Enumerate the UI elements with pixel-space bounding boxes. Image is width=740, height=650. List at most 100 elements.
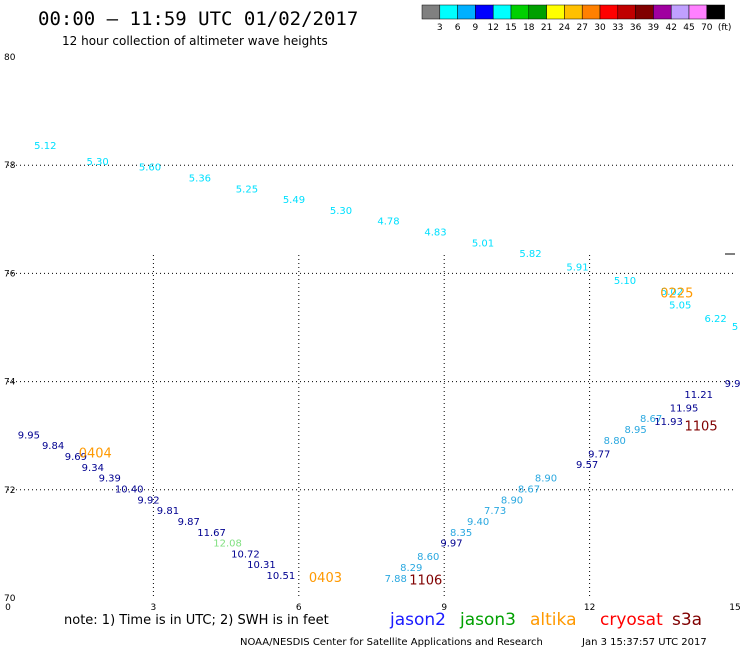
satellite-legend-entry: jason2 — [389, 610, 446, 630]
data-point-label: 12.08 — [213, 539, 242, 550]
data-point-label: 10.72 — [231, 549, 260, 560]
data-point-label: 9.81 — [157, 506, 179, 517]
data-point-label: 5 — [732, 322, 738, 333]
color-scale-label: 15 — [505, 23, 516, 33]
pass-time-label: 0225 — [660, 287, 693, 302]
data-point-label: 11.21 — [684, 390, 713, 401]
data-point-label: 6.22 — [704, 314, 726, 325]
color-swatch — [439, 4, 458, 20]
x-tick-label: 15 — [729, 603, 740, 613]
y-tick-label: 76 — [4, 269, 16, 279]
color-scale-label: 45 — [683, 23, 694, 33]
color-scale-label: 39 — [648, 23, 660, 33]
color-swatch — [492, 4, 512, 20]
data-point-label: 8.90 — [535, 474, 557, 485]
data-point-label: 9.97 — [440, 539, 462, 550]
color-swatch — [564, 4, 583, 20]
satellite-legend: jason2 jason3 altika cryosat s3a — [389, 610, 702, 630]
data-point-label: 9.34 — [82, 463, 104, 474]
data-point-label: 8.90 — [501, 495, 523, 506]
credit-text: NOAA/NESDIS Center for Satellite Applica… — [240, 637, 543, 648]
color-scale-label: 6 — [455, 23, 461, 33]
chart-footer: note: 1) Time is in UTC; 2) SWH is in fe… — [64, 610, 707, 648]
data-point-label: 9.40 — [467, 517, 489, 528]
data-point-label: 5.82 — [519, 249, 541, 260]
color-scale-label: 70 — [701, 23, 713, 33]
data-point-label: 8.95 — [625, 425, 647, 436]
color-swatch — [457, 4, 476, 20]
data-point-label: 10.51 — [267, 571, 296, 582]
color-scale-label: 36 — [630, 23, 642, 33]
color-scale-label: 24 — [559, 23, 571, 33]
data-point-label: 9.92 — [137, 495, 159, 506]
data-point-label: 8.67 — [640, 414, 662, 425]
data-point-label: 9.84 — [42, 441, 64, 452]
data-point-label: 8.80 — [604, 436, 626, 447]
data-point-label: 4.78 — [377, 217, 399, 228]
color-scale-label: (ft) — [718, 23, 732, 33]
color-scale-label: 21 — [541, 23, 552, 33]
x-tick-label: 6 — [296, 603, 302, 613]
y-tick-label: 78 — [4, 161, 16, 171]
satellite-legend-entry: s3a — [672, 610, 702, 630]
color-scale-label: 30 — [594, 23, 606, 33]
color-scale-label: 33 — [612, 23, 623, 33]
data-point-label: 11.93 — [654, 417, 683, 428]
pass-time-label: 0404 — [79, 446, 112, 461]
data-point-label: 5.36 — [189, 173, 211, 184]
color-scale-label: 18 — [523, 23, 535, 33]
data-point-label: 5.05 — [669, 301, 691, 312]
color-scale-label: 3 — [437, 23, 443, 33]
satellite-legend-entry: jason3 — [459, 610, 516, 630]
data-point-label: 5.25 — [236, 184, 258, 195]
data-point-label: 10.31 — [247, 560, 276, 571]
color-scale-label: 9 — [473, 23, 479, 33]
y-tick-label: 72 — [4, 486, 15, 496]
color-swatch — [670, 4, 690, 20]
data-point-label: 5.30 — [330, 206, 352, 217]
data-point-label: 5.49 — [283, 195, 305, 206]
data-point-label: 5.91 — [566, 263, 588, 274]
x-tick-label: 3 — [151, 603, 157, 613]
color-swatch — [688, 4, 708, 20]
data-point-label: 7.88 — [385, 574, 407, 585]
data-point-label: 5.02 — [661, 287, 683, 298]
data-point-label: 9.77 — [588, 449, 610, 460]
data-point-label: 8.67 — [518, 485, 540, 496]
y-tick-label: 80 — [4, 53, 16, 63]
data-point-label: 5.10 — [614, 276, 636, 287]
data-point-label: 9.87 — [178, 517, 200, 528]
units-note: note: 1) Time is in UTC; 2) SWH is in fe… — [64, 613, 329, 628]
color-scale-label: 27 — [576, 23, 587, 33]
data-point-label: 9.39 — [99, 474, 121, 485]
x-tick-label: 9 — [441, 603, 447, 613]
x-tick-label: 12 — [584, 603, 595, 613]
data-point-label: 11.67 — [197, 528, 226, 539]
data-point-label: 10.40 — [115, 485, 144, 496]
color-swatch — [653, 4, 672, 20]
data-point-label: 5.60 — [139, 163, 161, 174]
satellite-legend-entry: altika — [530, 610, 577, 630]
color-swatch — [546, 4, 565, 20]
color-swatch — [706, 4, 725, 20]
data-point-label: 5.01 — [472, 238, 494, 249]
pass-time-label: 1105 — [685, 419, 718, 434]
color-swatch — [617, 4, 636, 20]
data-point-label: 8.35 — [450, 528, 472, 539]
color-swatch — [510, 4, 530, 20]
color-swatch — [599, 4, 619, 20]
data-point-label: 5.12 — [34, 141, 56, 152]
color-scale-label: 12 — [487, 23, 498, 33]
pass-time-label: 0403 — [309, 571, 342, 586]
plot-area: 0 3 6 9 12 15 70 72 74 76 78 80 5.12 5.30 5.60 5.36 5.25… — [4, 53, 740, 613]
pass-time-label: 1106 — [409, 573, 442, 588]
data-point-label: 7.73 — [484, 506, 506, 517]
timestamp-text: Jan 3 15:37:57 UTC 2017 — [581, 637, 707, 648]
data-point-label: 8.60 — [417, 552, 439, 563]
satellite-legend-entry: cryosat — [600, 610, 663, 630]
data-point-label: 11.95 — [670, 403, 699, 414]
y-tick-label: 70 — [4, 594, 16, 604]
data-point-label: 5.30 — [87, 157, 109, 168]
color-swatch — [421, 4, 441, 20]
